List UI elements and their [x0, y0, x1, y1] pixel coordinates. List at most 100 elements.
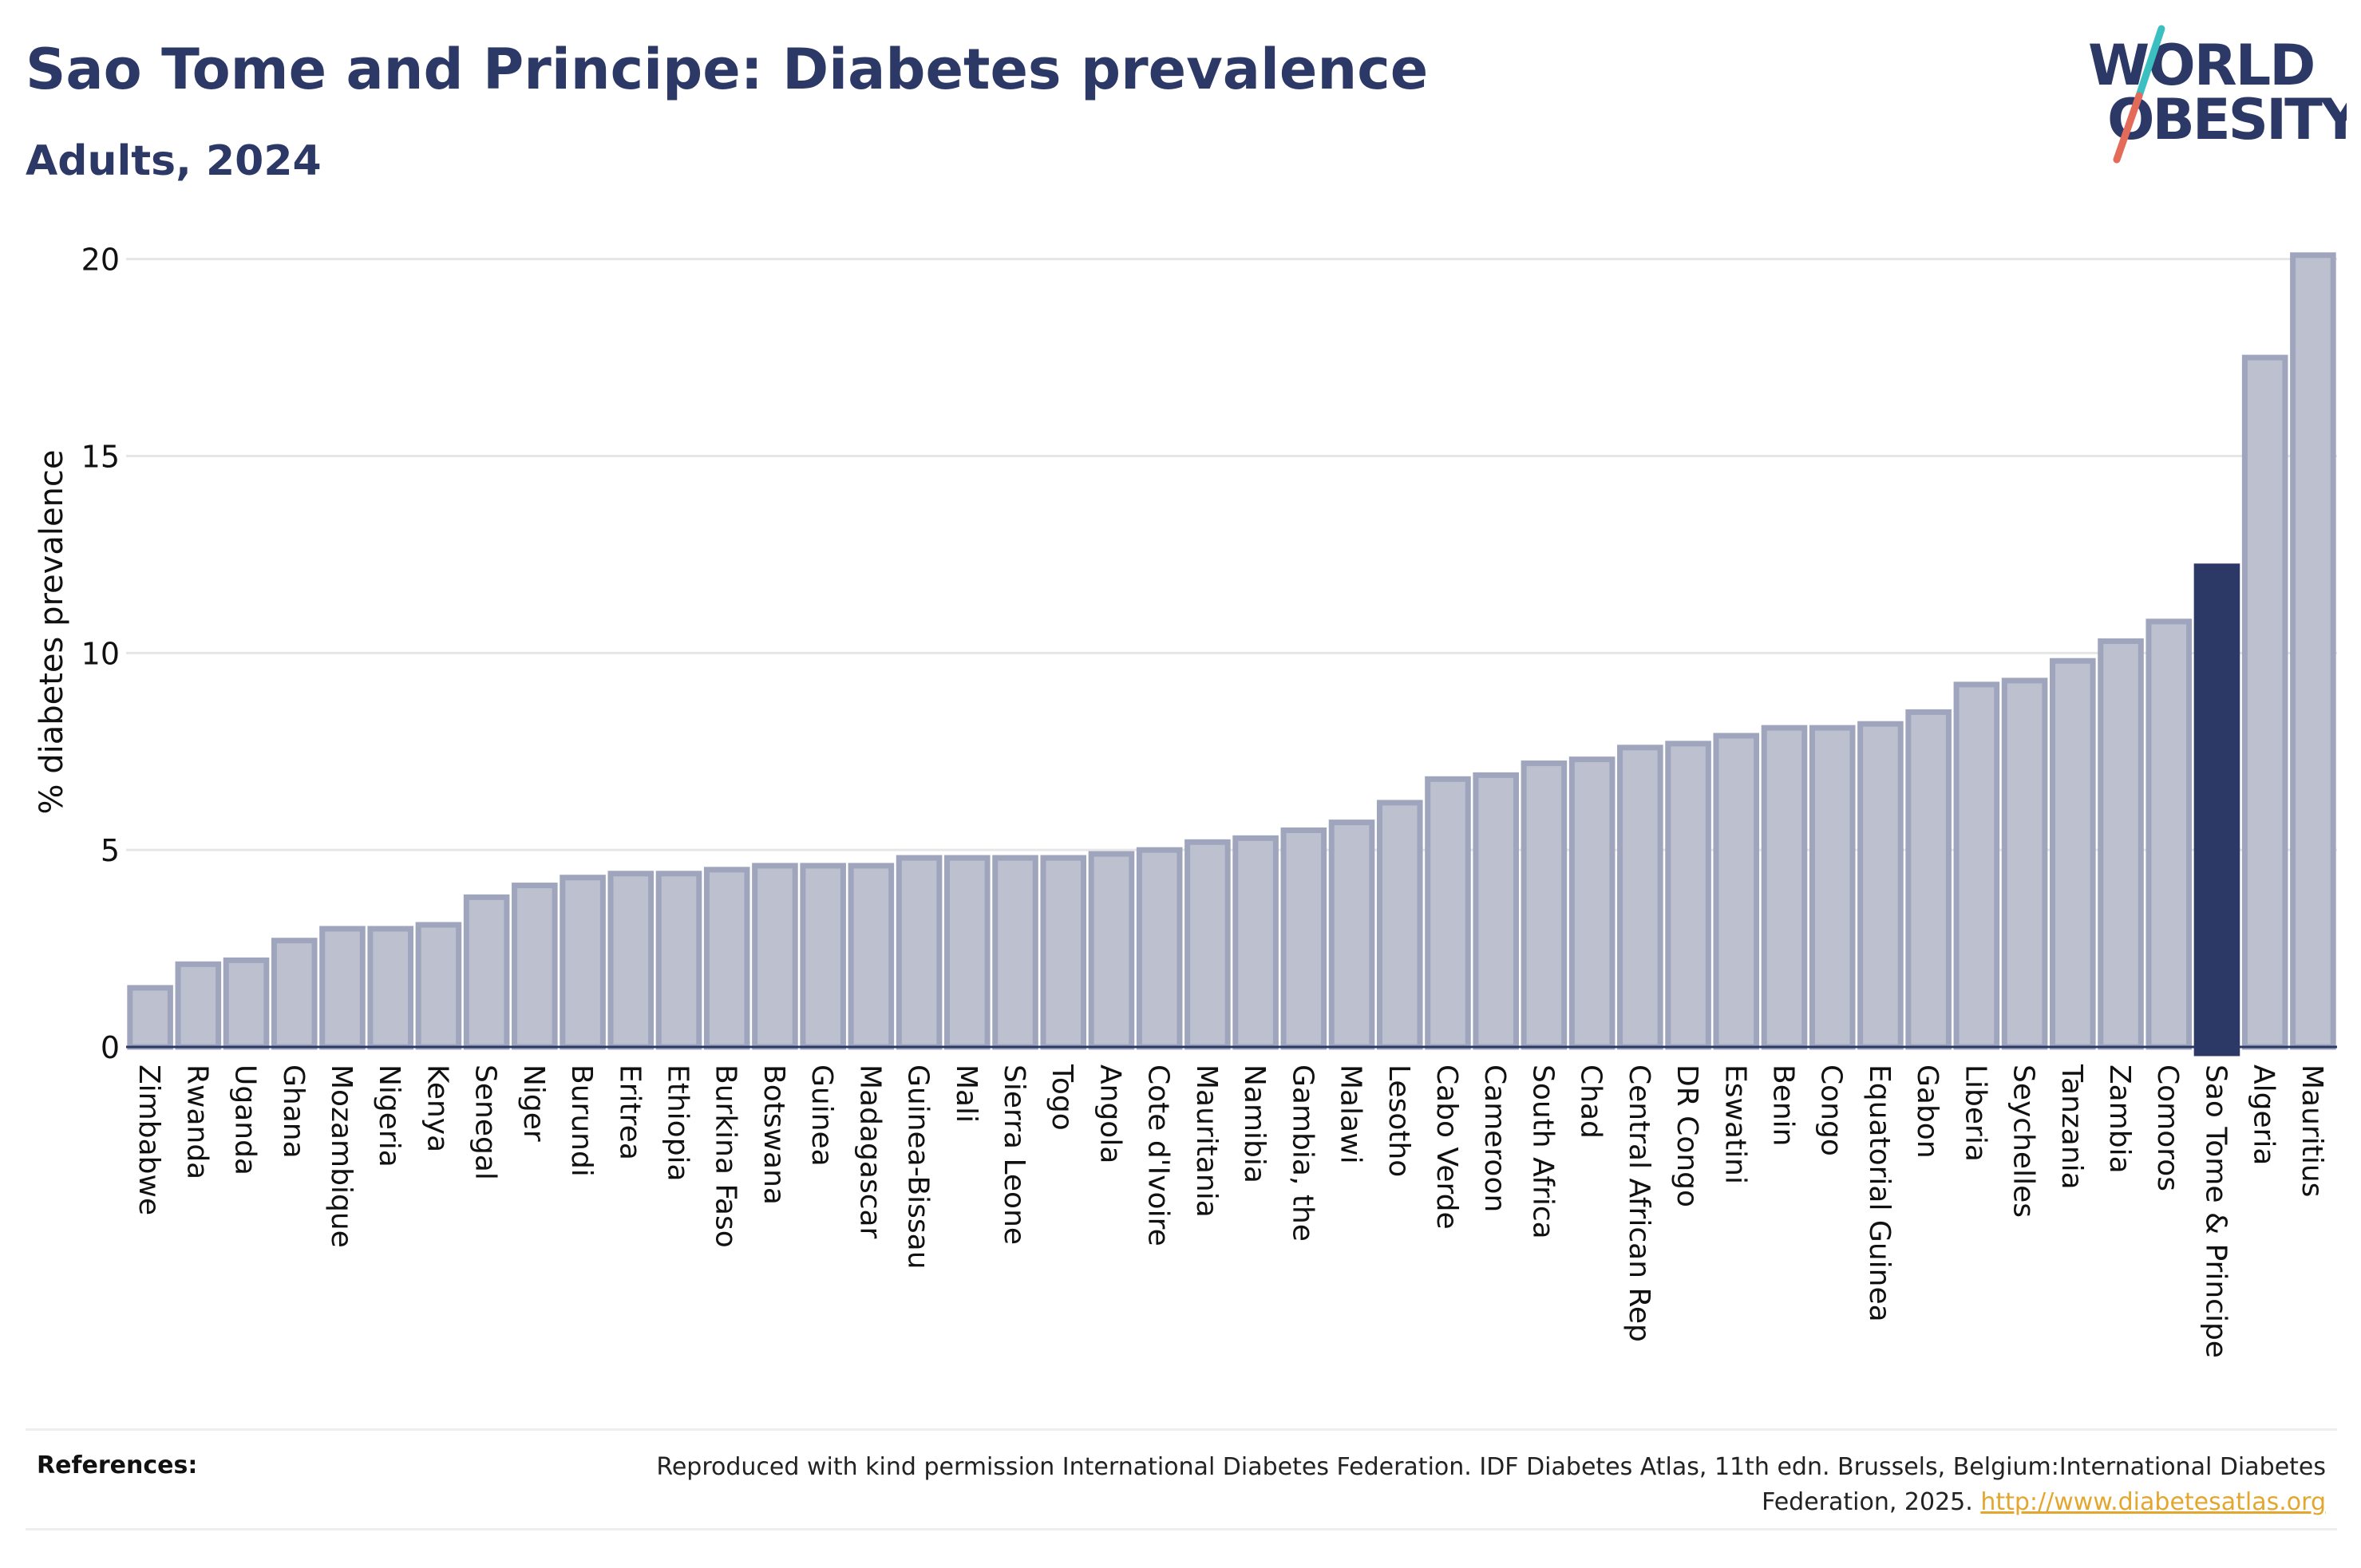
bar[interactable] — [1713, 733, 1760, 1050]
x-tick-label: Malawi — [1335, 1064, 1367, 1164]
x-tick-label: Seychelles — [2007, 1064, 2040, 1218]
bar[interactable] — [271, 938, 318, 1050]
y-tick-label: 15 — [81, 440, 120, 475]
bar[interactable] — [319, 926, 366, 1050]
x-tick-label: Sao Tome & Principe — [2199, 1064, 2232, 1358]
bar[interactable] — [367, 926, 413, 1050]
bar[interactable] — [607, 871, 655, 1050]
x-tick-label: Angola — [1093, 1064, 1126, 1163]
bar[interactable] — [1761, 725, 1808, 1050]
x-tick-label: Ethiopia — [662, 1064, 694, 1182]
bar[interactable] — [2098, 638, 2144, 1050]
bar[interactable] — [1568, 756, 1616, 1050]
x-tick-label: Cote d'Ivoire — [1142, 1064, 1175, 1246]
bar[interactable] — [1473, 772, 1519, 1050]
y-tick-label: 10 — [81, 636, 120, 671]
x-tick-label: Benin — [1767, 1064, 1800, 1146]
x-tick-label: Liberia — [1959, 1064, 1991, 1162]
x-tick-label: Burkina Faso — [710, 1064, 742, 1248]
x-tick-label: Central African Rep — [1623, 1064, 1655, 1342]
x-tick-label: Eritrea — [613, 1064, 646, 1160]
bar[interactable] — [2290, 252, 2336, 1050]
bar[interactable] — [2145, 618, 2193, 1050]
x-tick-label: Gabon — [1911, 1064, 1944, 1159]
x-tick-label: Gambia, the — [1286, 1064, 1319, 1242]
x-tick-label: Guinea — [805, 1064, 838, 1167]
chart-subtitle: Adults, 2024 — [26, 137, 322, 185]
bar[interactable] — [1280, 827, 1327, 1050]
x-tick-label: Tanzania — [2055, 1064, 2088, 1190]
x-tick-label: Namibia — [1238, 1064, 1271, 1183]
x-tick-label: Nigeria — [373, 1064, 405, 1167]
bar-chart: 0 5 10 15 20 Zimbabwe Rwanda Uganda Ghana Mozamb… — [34, 243, 2337, 1358]
y-tick-label: 5 — [101, 833, 120, 868]
bar[interactable] — [1953, 681, 2000, 1050]
bar[interactable] — [703, 867, 750, 1050]
y-tick-label: 20 — [81, 243, 120, 278]
x-tick-label: Mali — [950, 1064, 983, 1123]
bar[interactable] — [1136, 847, 1183, 1050]
x-tick-label: South Africa — [1526, 1064, 1559, 1239]
references-text: Reproduced with kind permission Internat… — [656, 1453, 2326, 1516]
bar[interactable] — [1857, 721, 1904, 1050]
references-box: References: Reproduced with kind permiss… — [26, 1428, 2337, 1530]
x-tick-label: Guinea-Bissau — [902, 1064, 935, 1270]
bar[interactable] — [896, 855, 943, 1050]
x-tick-label: Algeria — [2248, 1064, 2280, 1166]
bar-highlight[interactable] — [2193, 563, 2240, 1057]
logo-slash-red — [2113, 92, 2143, 164]
x-tick-label: Uganda — [229, 1064, 262, 1175]
bar[interactable] — [175, 961, 222, 1050]
x-tick-label: Eswatini — [1718, 1064, 1751, 1184]
bar[interactable] — [1809, 725, 1856, 1050]
x-tick-label: Equatorial Guinea — [1863, 1064, 1896, 1322]
bar[interactable] — [1184, 839, 1231, 1050]
bar[interactable] — [848, 863, 895, 1050]
y-tick-label: 0 — [101, 1030, 120, 1065]
world-obesity-logo[interactable]: WORLD OBESITY — [2075, 19, 2347, 171]
bar[interactable] — [752, 863, 798, 1050]
bar[interactable] — [1617, 745, 1663, 1050]
bar[interactable] — [944, 855, 991, 1050]
bar[interactable] — [2050, 658, 2096, 1050]
x-tick-label: Comoros — [2151, 1064, 2184, 1191]
bar[interactable] — [512, 883, 558, 1050]
x-tick-label: Togo — [1046, 1064, 1078, 1131]
logo-line-obesity: OBESITY — [2107, 87, 2347, 152]
x-tick-label: Zimbabwe — [132, 1064, 165, 1215]
bar[interactable] — [1665, 741, 1711, 1050]
x-tick-label: Zambia — [2103, 1064, 2136, 1174]
references-link[interactable]: http://www.diabetesatlas.org — [1980, 1488, 2326, 1516]
x-tick-label: Mozambique — [325, 1064, 358, 1248]
x-tick-label: Senegal — [469, 1064, 502, 1180]
bar[interactable] — [223, 957, 270, 1050]
bar[interactable] — [1905, 709, 1952, 1050]
x-tick-label: Cameroon — [1478, 1064, 1511, 1212]
bar[interactable] — [800, 863, 846, 1050]
bar[interactable] — [1088, 851, 1135, 1050]
bar[interactable] — [1425, 776, 1471, 1050]
bar[interactable] — [2001, 677, 2048, 1050]
bar[interactable] — [992, 855, 1038, 1050]
bar[interactable] — [655, 871, 702, 1050]
x-tick-labels: Zimbabwe Rwanda Uganda Ghana Mozambique Niger… — [132, 1064, 2328, 1358]
chart-title: Sao Tome and Principe: Diabetes prevalen… — [26, 37, 1429, 102]
bar[interactable] — [1040, 855, 1087, 1050]
logo-slash-teal — [2135, 25, 2165, 100]
bar[interactable] — [1328, 820, 1375, 1050]
axes: 0 5 10 15 20 — [81, 243, 2337, 1065]
bar[interactable] — [463, 894, 510, 1050]
x-tick-label: Burundi — [565, 1064, 598, 1177]
x-tick-label: Sierra Leone — [998, 1064, 1030, 1245]
x-tick-label: Niger — [517, 1064, 550, 1142]
bar[interactable] — [1376, 800, 1423, 1050]
logo-line-world: WORLD — [2088, 33, 2314, 98]
bar[interactable] — [2241, 354, 2288, 1050]
x-tick-label: Kenya — [421, 1064, 453, 1152]
y-axis-label: % diabetes prevalence — [34, 449, 70, 814]
bar[interactable] — [1232, 835, 1279, 1050]
bar[interactable] — [1521, 760, 1568, 1050]
bar[interactable] — [560, 875, 606, 1050]
bar[interactable] — [415, 922, 462, 1050]
bar[interactable] — [127, 985, 173, 1050]
